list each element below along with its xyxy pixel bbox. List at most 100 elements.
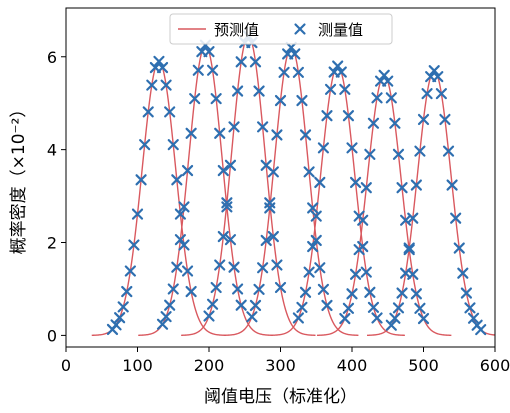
measured-point (389, 312, 401, 324)
measured-point (317, 142, 329, 154)
x-tick-label: 0 (61, 356, 71, 375)
measured-point (396, 182, 408, 194)
measured-point (299, 129, 312, 141)
measured-point (224, 159, 237, 171)
measured-point (307, 240, 319, 253)
measured-point (314, 262, 326, 274)
measured-point (171, 261, 183, 273)
measured-point (228, 121, 240, 133)
measured-point (257, 121, 269, 133)
measured-point (403, 242, 415, 254)
y-tick-label: 0 (47, 326, 57, 345)
measured-point (274, 94, 287, 107)
x-tick-label: 400 (337, 356, 368, 375)
measured-point (121, 285, 133, 298)
measured-point (249, 299, 262, 312)
measured-point (324, 83, 337, 95)
measured-point (400, 267, 412, 279)
measured-point (349, 176, 362, 189)
measured-point (221, 197, 233, 209)
measured-point (139, 139, 151, 151)
measured-point (464, 302, 476, 314)
predicted-curve-6 (316, 74, 452, 336)
measured-point (110, 319, 122, 331)
measured-point (228, 261, 240, 273)
legend-marker-swatch (294, 23, 306, 35)
measured-point (167, 283, 179, 295)
measured-point (321, 110, 333, 122)
measured-point (128, 239, 140, 251)
measured-point (385, 92, 397, 104)
measured-point (389, 117, 401, 129)
measured-point (232, 85, 244, 97)
measured-point (392, 148, 405, 160)
measured-point (296, 301, 308, 313)
measured-point (124, 265, 136, 277)
measured-point (160, 79, 172, 91)
x-tick-label: 500 (408, 356, 439, 375)
measured-point (224, 234, 237, 246)
measured-point (460, 287, 472, 299)
measured-point (156, 61, 169, 74)
measured-point (181, 164, 194, 177)
measured-point (339, 312, 351, 325)
measured-point (414, 145, 426, 157)
measured-point (332, 60, 344, 72)
measured-point (131, 208, 144, 220)
x-axis-title: 阈值电压（标准化） (204, 387, 357, 407)
measured-point (271, 259, 283, 271)
measured-point (303, 266, 315, 278)
measured-point (292, 312, 304, 324)
measured-point (264, 202, 276, 214)
predicted-curve-1 (91, 60, 227, 336)
measured-point (307, 202, 319, 214)
measured-point (432, 71, 444, 83)
measured-point (428, 65, 440, 77)
measured-point (160, 311, 172, 323)
measured-point (310, 210, 322, 222)
measured-point (439, 113, 451, 126)
measured-point (450, 212, 462, 224)
measured-point (278, 66, 290, 78)
measured-point (371, 312, 383, 324)
measured-point (353, 244, 365, 256)
measured-point (235, 299, 247, 311)
measured-point (346, 288, 358, 300)
measured-point (292, 66, 304, 78)
legend-line-label: 预测值 (214, 21, 259, 39)
predicted-curve-2 (138, 44, 273, 336)
measured-point (382, 75, 394, 87)
measured-point (178, 201, 190, 213)
predicted-curve-4 (224, 46, 359, 336)
measured-point (232, 283, 244, 295)
measured-point (392, 302, 405, 314)
measured-point (346, 142, 358, 154)
measured-point (267, 230, 279, 243)
measured-point (360, 266, 372, 278)
measured-point (289, 48, 301, 60)
measured-point (339, 83, 351, 95)
measured-point (164, 299, 176, 311)
measured-point (206, 64, 219, 76)
measured-point (246, 311, 258, 323)
measured-point (396, 287, 408, 299)
measured-point (206, 298, 219, 310)
measured-point (203, 46, 215, 58)
legend: 预测值 测量值 (169, 13, 393, 45)
measured-point (253, 85, 265, 97)
measured-point (192, 64, 204, 76)
measured-point (267, 166, 279, 178)
y-tick-label: 6 (47, 48, 57, 67)
measured-point (271, 129, 283, 141)
measured-point (342, 302, 355, 314)
measured-point (156, 318, 169, 330)
measured-point (310, 234, 322, 247)
measured-point (410, 179, 422, 191)
measured-point (210, 281, 222, 294)
measured-point (203, 310, 215, 322)
measured-point (210, 93, 222, 105)
measured-point (153, 55, 165, 68)
measured-point (457, 267, 469, 279)
measured-point (164, 106, 176, 118)
measured-point (217, 164, 229, 177)
